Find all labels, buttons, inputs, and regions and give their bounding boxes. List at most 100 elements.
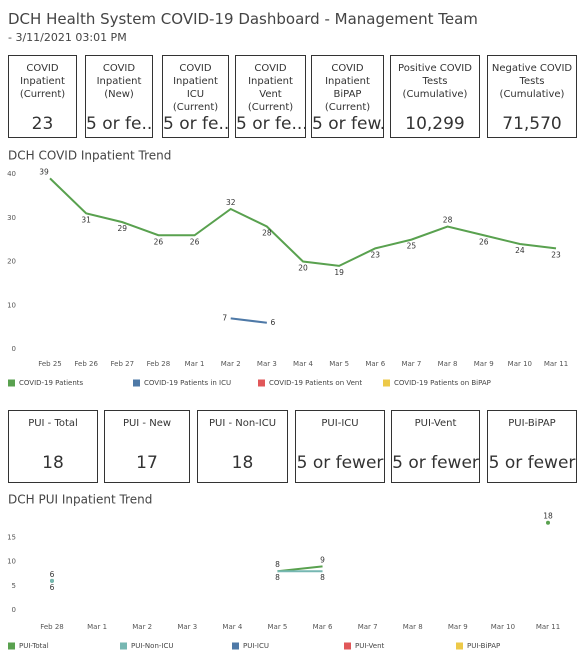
x-tick-label: Feb 28 <box>147 360 171 368</box>
legend-label: COVID-19 Patients <box>19 379 84 387</box>
data-point <box>50 578 54 583</box>
y-tick-label: 0 <box>12 345 16 353</box>
legend-swatch <box>344 642 351 650</box>
x-tick-label: Feb 28 <box>40 623 64 631</box>
data-label: 19 <box>334 268 344 277</box>
data-label: 39 <box>39 167 49 176</box>
chart-title: DCH COVID Inpatient Trend <box>8 149 171 163</box>
kpi-label: PUI-BiPAP <box>508 418 556 429</box>
dashboard-subtitle: - 3/11/2021 03:01 PM <box>8 31 127 44</box>
legend-label: COVID-19 Patients on Vent <box>269 379 362 387</box>
y-tick-label: 10 <box>7 301 16 309</box>
y-tick-label: 5 <box>12 582 16 590</box>
data-label: 31 <box>81 215 91 224</box>
legend-label: PUI-ICU <box>243 642 269 650</box>
kpi-label: Positive COVID Tests (Cumulative) <box>398 63 472 100</box>
data-label: 9 <box>320 555 325 564</box>
kpi-card: PUI - New 17 <box>104 410 190 483</box>
kpi-value: 71,570 <box>502 114 562 134</box>
data-label: 28 <box>443 216 453 225</box>
kpi-value: 5 or fe.. <box>86 114 152 134</box>
kpi-value: 5 or fe... <box>236 114 305 134</box>
y-tick-label: 0 <box>12 606 16 614</box>
y-tick-label: 15 <box>7 533 16 541</box>
kpi-card: PUI-Vent 5 or fewer <box>391 410 480 483</box>
kpi-label: PUI - Total <box>28 418 78 429</box>
x-tick-label: Mar 7 <box>401 360 421 368</box>
kpi-value: 18 <box>231 453 254 473</box>
chart: DCH COVID Inpatient Trend 0 10 20 30 40 Feb 25… <box>7 149 568 388</box>
data-label: 29 <box>118 224 128 233</box>
kpi-card: Negative COVID Tests (Cumulative) 71,570 <box>487 55 577 138</box>
x-tick-label: Mar 6 <box>313 623 333 631</box>
data-point <box>546 520 550 525</box>
data-label: 26 <box>154 237 164 246</box>
x-tick-label: Mar 5 <box>329 360 349 368</box>
chart: DCH PUI Inpatient Trend 0 5 10 15 Feb 28 Mar 1… <box>7 493 560 651</box>
y-tick-label: 20 <box>7 258 16 266</box>
kpi-label: PUI-ICU <box>321 418 359 429</box>
y-tick-label: 30 <box>7 214 16 222</box>
kpi-label: COVID Inpatient ICU (Current) <box>172 63 219 113</box>
data-label: 26 <box>479 237 489 246</box>
data-label: 6 <box>270 318 275 327</box>
kpi-label: Negative COVID Tests (Cumulative) <box>491 63 573 100</box>
legend-swatch <box>258 379 265 387</box>
data-label: 6 <box>50 583 55 592</box>
x-tick-label: Mar 10 <box>508 360 532 368</box>
x-tick-label: Feb 27 <box>111 360 135 368</box>
x-tick-label: Mar 5 <box>268 623 288 631</box>
legend-label: PUI-Vent <box>355 642 385 650</box>
x-tick-label: Mar 9 <box>448 623 468 631</box>
legend-swatch <box>456 642 463 650</box>
data-label: 23 <box>551 250 561 259</box>
x-tick-label: Mar 2 <box>132 623 152 631</box>
x-tick-label: Mar 4 <box>222 623 242 631</box>
x-tick-label: Mar 11 <box>544 360 568 368</box>
kpi-label: COVID Inpatient Vent (Current) <box>247 63 294 113</box>
kpi-value: 5 or fe... <box>163 114 228 134</box>
kpi-card: PUI - Non-ICU 18 <box>197 410 288 483</box>
x-tick-label: Mar 11 <box>536 623 560 631</box>
kpi-label: PUI - New <box>122 418 172 429</box>
legend-label: COVID-19 Patients on BiPAP <box>394 379 491 387</box>
x-tick-label: Mar 2 <box>221 360 241 368</box>
legend-label: PUI-Total <box>19 642 49 650</box>
data-label: 8 <box>320 573 325 582</box>
data-label: 18 <box>543 512 553 521</box>
kpi-card: COVID Inpatient BiPAP (Current)5 or few.… <box>311 55 384 138</box>
legend-swatch <box>383 379 390 387</box>
data-label: 23 <box>371 250 381 259</box>
kpi-card: Positive COVID Tests (Cumulative) 10,299 <box>390 55 480 138</box>
data-label: 8 <box>275 573 280 582</box>
kpi-card: PUI-ICU 5 or fewer <box>295 410 385 483</box>
data-label: 32 <box>226 198 236 207</box>
legend-swatch <box>8 642 15 650</box>
dashboard-title: DCH Health System COVID-19 Dashboard - M… <box>8 10 478 28</box>
y-tick-label: 40 <box>7 170 16 178</box>
legend-label: PUI-Non-ICU <box>131 642 174 650</box>
kpi-value: 10,299 <box>405 114 465 134</box>
data-label: 25 <box>407 242 417 251</box>
kpi-label: PUI - Non-ICU <box>208 418 277 429</box>
chart-title: DCH PUI Inpatient Trend <box>8 493 152 507</box>
y-tick-label: 10 <box>7 558 16 566</box>
legend-swatch <box>133 379 140 387</box>
kpi-card: COVID Inpatient (New) 5 or fe.. <box>85 55 153 138</box>
data-label: 7 <box>222 313 227 322</box>
data-label: 26 <box>190 237 200 246</box>
kpi-card: PUI-BiPAP 5 or fewer <box>487 410 577 483</box>
legend-label: PUI-BiPAP <box>467 642 500 650</box>
x-tick-label: Mar 6 <box>365 360 385 368</box>
series-line <box>230 317 267 324</box>
x-tick-label: Feb 26 <box>74 360 98 368</box>
series-line <box>49 177 557 267</box>
kpi-label: COVID Inpatient (Current) <box>19 63 66 100</box>
data-label: 20 <box>298 264 308 273</box>
x-tick-label: Mar 7 <box>358 623 378 631</box>
x-tick-label: Mar 3 <box>177 623 197 631</box>
legend-label: COVID-19 Patients in ICU <box>144 379 231 387</box>
kpi-label: COVID Inpatient (New) <box>96 63 142 100</box>
x-tick-label: Mar 4 <box>293 360 313 368</box>
